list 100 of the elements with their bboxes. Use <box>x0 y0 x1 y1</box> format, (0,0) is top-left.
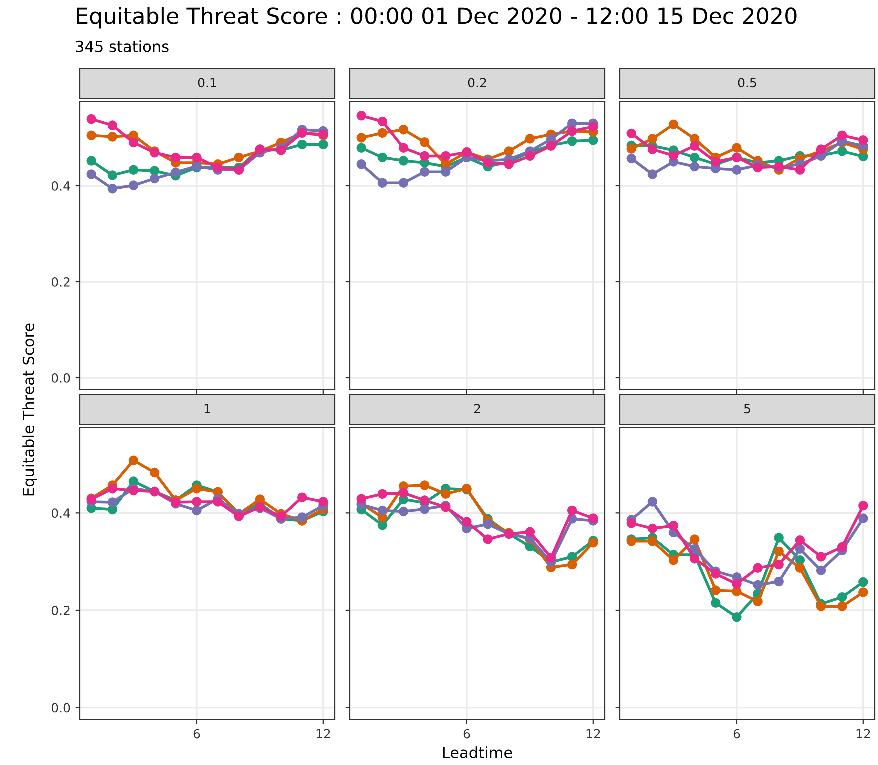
point <box>504 160 514 170</box>
point <box>525 527 536 538</box>
point <box>128 165 139 176</box>
point <box>690 534 700 544</box>
point <box>837 146 848 156</box>
point <box>441 151 451 162</box>
point <box>378 489 388 500</box>
chart-title: 2 <box>474 404 480 414</box>
point <box>648 524 658 534</box>
point <box>753 162 763 173</box>
y-tick-label: 0.4 <box>52 181 70 191</box>
point <box>711 157 721 167</box>
point <box>356 111 366 121</box>
point <box>690 141 700 152</box>
x-tick-label: 12 <box>856 729 870 739</box>
point <box>648 170 658 180</box>
point <box>774 560 784 570</box>
point <box>420 151 430 162</box>
point <box>837 130 848 140</box>
point <box>837 592 848 602</box>
point <box>858 501 868 511</box>
point <box>108 484 118 494</box>
point <box>774 546 784 556</box>
point <box>753 580 763 590</box>
chart-title: 0.2 <box>468 78 486 88</box>
point <box>86 170 96 180</box>
point <box>711 586 721 596</box>
point <box>858 577 868 588</box>
point <box>171 168 181 178</box>
point <box>588 514 598 524</box>
point <box>86 114 96 124</box>
point <box>732 579 742 590</box>
y-tick-label: 0.0 <box>52 373 70 383</box>
x-axis-title: Leadtime <box>443 746 512 759</box>
point <box>732 612 742 622</box>
point <box>690 554 700 564</box>
point <box>626 144 636 154</box>
point <box>668 556 679 566</box>
point <box>192 484 202 494</box>
point <box>462 517 472 527</box>
point <box>732 165 742 176</box>
point <box>525 151 536 162</box>
point <box>171 152 181 163</box>
point <box>567 136 578 146</box>
point <box>774 533 784 543</box>
point <box>108 120 118 130</box>
point <box>858 588 868 598</box>
point <box>213 497 223 507</box>
point <box>297 492 308 502</box>
y-tick-label: 0.2 <box>52 606 70 616</box>
point <box>525 134 536 144</box>
point <box>398 506 409 517</box>
point <box>588 136 598 146</box>
chart-title: 0.1 <box>198 78 216 88</box>
point <box>711 569 721 579</box>
point <box>398 143 409 153</box>
point <box>774 576 784 587</box>
point <box>690 152 700 163</box>
point <box>86 130 96 140</box>
point <box>648 497 658 507</box>
text: Equitable Threat Score : 00:00 01 Dec 2020 - 12:00 15 Dec 2020 <box>77 7 797 29</box>
point <box>378 128 388 138</box>
point <box>753 596 763 607</box>
point <box>378 520 388 530</box>
chart-title: 1 <box>204 404 210 414</box>
x-tick-label: 6 <box>734 729 740 739</box>
x-tick-label: 12 <box>316 729 330 739</box>
point <box>378 116 388 127</box>
point <box>420 480 430 490</box>
point <box>668 150 679 161</box>
point <box>356 133 366 143</box>
y-tick-label: 0.4 <box>52 508 70 518</box>
point <box>420 496 430 506</box>
point <box>128 456 139 466</box>
point <box>441 489 451 500</box>
point <box>108 170 118 180</box>
point <box>690 162 700 172</box>
y-axis-title: Equitable Threat Score <box>22 324 38 496</box>
point <box>108 498 118 508</box>
point <box>837 602 848 612</box>
x-tick-label: 6 <box>194 729 200 739</box>
point <box>648 144 658 154</box>
point <box>255 494 266 504</box>
point <box>648 536 658 546</box>
point <box>668 120 679 130</box>
point <box>504 146 514 156</box>
point <box>398 178 409 188</box>
point <box>753 563 763 574</box>
point <box>108 132 118 142</box>
y-tick-label: 0.0 <box>52 703 70 713</box>
point <box>128 180 139 190</box>
point <box>398 488 409 498</box>
text: 345 stations <box>76 40 169 52</box>
point <box>816 552 826 562</box>
point <box>668 520 679 531</box>
point <box>398 124 409 135</box>
point <box>276 512 286 522</box>
point <box>795 544 806 554</box>
point <box>483 520 493 530</box>
point <box>795 556 806 566</box>
